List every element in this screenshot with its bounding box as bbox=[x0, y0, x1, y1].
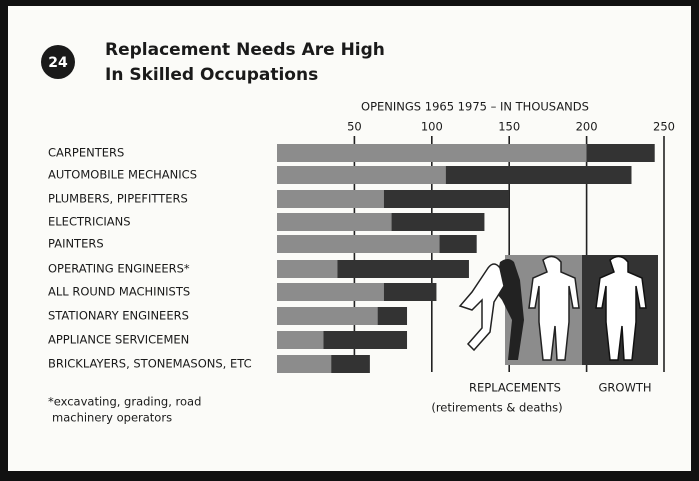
bar-segment bbox=[331, 355, 370, 373]
bar-segment bbox=[384, 283, 437, 301]
y-tick-label: OPERATING ENGINEERS* bbox=[48, 262, 190, 276]
bar-segment bbox=[440, 235, 477, 253]
bar-segment bbox=[277, 307, 378, 325]
bar-segment bbox=[277, 235, 440, 253]
bar-segment bbox=[392, 213, 485, 231]
y-tick-label: ALL ROUND MACHINISTS bbox=[48, 285, 190, 299]
x-tick-label: 100 bbox=[421, 120, 443, 134]
y-tick-label: APPLIANCE SERVICEMEN bbox=[48, 333, 189, 347]
bar-segment bbox=[323, 331, 407, 349]
x-tick-label: 150 bbox=[498, 120, 520, 134]
y-tick-label: CARPENTERS bbox=[48, 146, 124, 160]
y-tick-label: AUTOMOBILE MECHANICS bbox=[48, 168, 197, 182]
legend-label: REPLACEMENTS bbox=[469, 381, 561, 395]
y-tick-label: PAINTERS bbox=[48, 237, 104, 251]
x-tick-label: 200 bbox=[576, 120, 598, 134]
y-tick-label: BRICKLAYERS, STONEMASONS, ETC bbox=[48, 357, 252, 371]
y-tick-label: STATIONARY ENGINEERS bbox=[48, 309, 189, 323]
x-tick-label: 50 bbox=[347, 120, 362, 134]
bar-segment bbox=[277, 213, 392, 231]
bar-segment bbox=[277, 166, 446, 184]
bar-segment bbox=[277, 331, 323, 349]
axis-title: OPENINGS 1965 1975 – IN THOUSANDS bbox=[361, 100, 589, 114]
bar-segment bbox=[446, 166, 632, 184]
chart-title: In Skilled Occupations bbox=[105, 65, 318, 85]
chart: 24 Replacement Needs Are High In Skilled… bbox=[0, 0, 699, 481]
footnote: *excavating, grading, road bbox=[48, 395, 201, 409]
x-tick-label: 250 bbox=[653, 120, 675, 134]
page: 24 Replacement Needs Are High In Skilled… bbox=[0, 0, 699, 481]
bar-segment bbox=[277, 355, 331, 373]
bar-segment bbox=[384, 190, 509, 208]
bar-segment bbox=[587, 144, 655, 162]
bar-segment bbox=[277, 190, 384, 208]
y-tick-label: ELECTRICIANS bbox=[48, 215, 131, 229]
legend-label: GROWTH bbox=[599, 381, 652, 395]
bar-segment bbox=[337, 260, 469, 278]
y-tick-label: PLUMBERS, PIPEFITTERS bbox=[48, 192, 188, 206]
legend-note: (retirements & deaths) bbox=[431, 401, 562, 415]
bar-segment bbox=[277, 144, 587, 162]
bar-segment bbox=[277, 260, 337, 278]
badge: 24 bbox=[48, 55, 68, 71]
bar-segment bbox=[277, 283, 384, 301]
chart-title: Replacement Needs Are High bbox=[105, 40, 385, 60]
footnote: machinery operators bbox=[52, 411, 172, 425]
bar-segment bbox=[378, 307, 407, 325]
